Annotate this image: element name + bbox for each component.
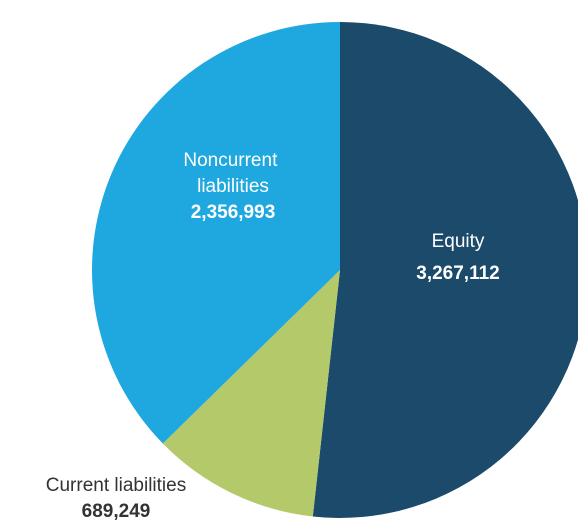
slice-label: Current liabilities: [46, 475, 186, 496]
pie-slice: [312, 22, 578, 518]
pie-slice: [92, 22, 340, 444]
slice-label: Equity: [432, 231, 485, 252]
pie-slice: [162, 270, 340, 517]
slice-value: 689,249: [82, 501, 151, 522]
slice-label: Noncurrent liabilities: [183, 150, 282, 197]
slice-value: 3,267,112: [416, 263, 499, 284]
slice-value: 2,356,993: [191, 202, 276, 223]
